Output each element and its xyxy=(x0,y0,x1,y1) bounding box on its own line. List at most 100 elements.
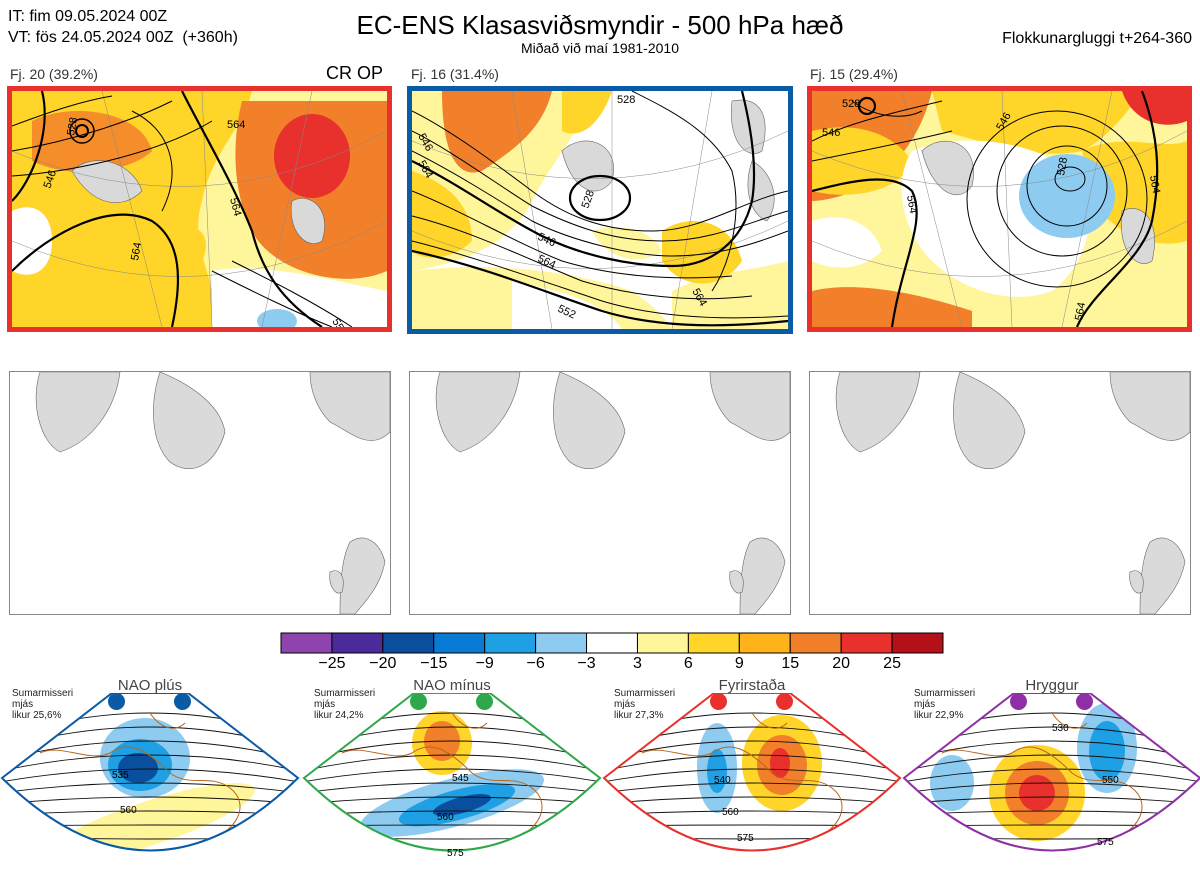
chart-title: EC-ENS Klasasviðsmyndir - 500 hPa hæð xyxy=(356,10,844,40)
colorbar-swatch xyxy=(382,632,435,654)
panel-1-label: Fj. 20 (39.2%) xyxy=(10,66,98,82)
regime-contour-label: 560 xyxy=(120,805,137,816)
regime-map: 545 560 575 xyxy=(302,693,602,859)
cluster-map-3: 528 546 546 564 528 564 564 xyxy=(807,86,1192,332)
colorbar-swatch xyxy=(738,632,791,654)
colorbar-swatch xyxy=(636,632,689,654)
height-contour xyxy=(604,740,900,761)
regime-title: Fyrirstaða xyxy=(718,677,786,694)
coastline xyxy=(941,712,1143,844)
regime-contour-label: 540 xyxy=(714,775,731,786)
height-contour xyxy=(2,740,298,761)
regime-title: Hryggur xyxy=(1025,677,1079,694)
contour-label: 564 xyxy=(227,119,245,131)
colorbar-tick-label: −6 xyxy=(526,655,545,672)
regime-probability-note: Sumarmisseri mjás likur 25,6% xyxy=(12,688,74,721)
window-label: Flokkunargluggi t+264-360 xyxy=(1002,30,1192,47)
regime-outline xyxy=(902,693,1200,852)
regime-contour-label: 560 xyxy=(722,807,739,818)
height-contour xyxy=(2,768,298,783)
regime-outline xyxy=(302,693,602,852)
coastline xyxy=(341,712,543,844)
cluster-map-1-plot: 546 564 564 564 528 552 xyxy=(12,91,387,327)
height-contour xyxy=(604,754,900,772)
regime-dot xyxy=(776,693,793,710)
regime-probability-note: Sumarmisseri mjás likur 24,2% xyxy=(314,688,376,721)
regime-contour-label: 575 xyxy=(1097,837,1114,848)
regime-dot xyxy=(1076,693,1093,710)
coastline xyxy=(39,712,241,844)
colorbar-swatch xyxy=(840,632,893,654)
regime-contour-label: 560 xyxy=(437,812,454,823)
contour-label: 528 xyxy=(65,116,80,136)
colorbar-tick-label: 3 xyxy=(633,655,642,672)
panel-1-tag: CR OP xyxy=(326,63,384,83)
height-contour xyxy=(904,782,1200,794)
header-times: IT: fim 09.05.2024 00Z VT: fös 24.05.202… xyxy=(8,8,238,46)
height-contour xyxy=(2,782,298,794)
regime-dot xyxy=(108,693,125,710)
contour-label: 528 xyxy=(842,98,860,110)
colorbar-tick-label: −3 xyxy=(577,655,596,672)
height-contour xyxy=(304,754,600,772)
regime-title: NAO mínus xyxy=(413,677,491,694)
anomaly-patch xyxy=(118,753,158,783)
chart-subtitle: Miðað við maí 1981-2010 xyxy=(521,40,679,56)
regime-contour-label: 575 xyxy=(737,833,754,844)
contour-label: 552 xyxy=(329,317,349,328)
height-contour xyxy=(604,768,900,783)
cluster-map-3-plot: 528 546 546 564 528 564 564 xyxy=(812,91,1187,327)
regime-title: NAO plús xyxy=(117,677,183,694)
regime-probability-note: Sumarmisseri mjás likur 22,9% xyxy=(914,688,976,721)
regime-contour-label: 575 xyxy=(447,848,464,859)
regime-map: 535 560 xyxy=(0,693,300,852)
colorbar-swatch xyxy=(280,632,333,654)
contour-label: 546 xyxy=(42,169,60,190)
colorbar-tick-label: 25 xyxy=(883,655,901,672)
colorbar-swatch xyxy=(687,632,740,654)
height-contour xyxy=(2,754,298,772)
colorbar-tick-label: 15 xyxy=(781,655,800,672)
colorbar-tick-label: −25 xyxy=(318,655,346,672)
colorbar-tick-label: −9 xyxy=(475,655,494,672)
regime-contour-label: 535 xyxy=(112,770,129,781)
contour-label: 564 xyxy=(1147,174,1162,194)
regime-contour-label: 545 xyxy=(452,773,469,784)
height-contour xyxy=(2,796,298,805)
height-contour xyxy=(604,782,900,794)
regime-map: 530 550 575 xyxy=(902,693,1200,868)
contour-label: 564 xyxy=(904,194,919,214)
colorbar-swatch xyxy=(484,632,537,654)
height-contour xyxy=(904,740,1200,761)
colorbar-tick-label: −20 xyxy=(369,655,397,672)
anomaly-patch xyxy=(1019,775,1055,811)
colorbar xyxy=(280,632,944,654)
cluster-map-2-plot: 528 546 564 564 528 546 552 564 xyxy=(412,91,788,329)
regime-outline xyxy=(602,693,902,852)
contour-label: 528 xyxy=(580,189,598,210)
cluster-map-2: 528 546 564 564 528 546 552 564 xyxy=(407,86,793,334)
regime-contour-label: 530 xyxy=(1052,723,1069,734)
regime-contour-label: 550 xyxy=(1102,775,1119,786)
anomaly-patch xyxy=(432,794,492,816)
contour-label: 564 xyxy=(129,241,144,261)
colorbar-tick-label: 20 xyxy=(832,655,851,672)
regime-outline xyxy=(0,693,300,852)
colorbar-swatch xyxy=(331,632,384,654)
contour-label: 564 xyxy=(1073,301,1088,321)
anomaly-patch xyxy=(930,755,974,811)
contour-label: 528 xyxy=(1055,156,1070,176)
height-contour xyxy=(304,782,600,794)
contour-label: 546 xyxy=(822,127,840,139)
regime-dot xyxy=(710,693,727,710)
regime-map: 540 560 575 xyxy=(602,693,902,852)
colorbar-tick-label: −15 xyxy=(420,655,448,672)
panel-3-label: Fj. 15 (29.4%) xyxy=(810,66,898,82)
colorbar-swatch xyxy=(586,632,638,654)
colorbar-tick-label: 9 xyxy=(734,655,744,672)
coastline xyxy=(641,712,843,844)
regime-dot xyxy=(410,693,427,710)
regime-dot xyxy=(1010,693,1027,710)
anomaly-patch xyxy=(1017,857,1047,868)
empty-map-3 xyxy=(809,371,1191,615)
